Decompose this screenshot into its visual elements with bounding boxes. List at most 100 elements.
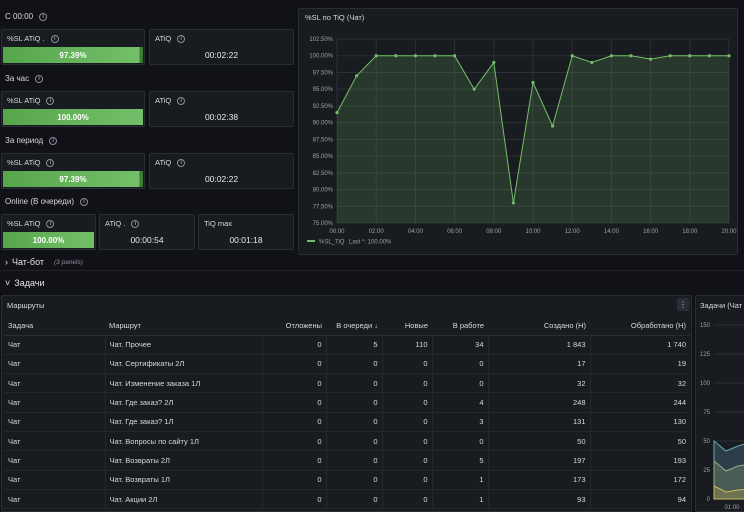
info-icon[interactable]: i xyxy=(39,12,48,21)
group-label-period: За период i xyxy=(5,136,58,145)
table-cell: 0 xyxy=(432,373,489,394)
table-cell: Чат. Где заказ? 1Л xyxy=(105,412,263,432)
tasks-area-chart[interactable]: 150 125 100 75 50 25 0 01:00 xyxy=(696,296,744,512)
data-point xyxy=(433,54,437,58)
routes-table-panel[interactable]: Маршруты ⋮ Задача Маршрут Отложены В оче… xyxy=(1,295,692,512)
stat-panel-atiq[interactable]: ATiQ i 00:02:22 xyxy=(149,29,294,65)
table-cell: 0 xyxy=(382,373,433,394)
table-cell: 0 xyxy=(326,373,383,394)
column-header-deferred[interactable]: Отложены xyxy=(262,317,326,336)
data-point xyxy=(629,54,633,58)
info-icon[interactable]: i xyxy=(177,158,186,167)
table-cell: 94 xyxy=(590,489,690,510)
y-tick-label: 97.50% xyxy=(313,70,334,76)
table-cell: 172 xyxy=(590,470,690,490)
column-header-processed[interactable]: Обработано (Н) xyxy=(590,317,690,336)
info-icon[interactable]: i xyxy=(79,197,88,206)
table-cell: 0 xyxy=(326,470,383,490)
stat-panel-sl-atiq[interactable]: %SL ATiQ . i 97.39% xyxy=(1,29,145,65)
table-cell: Чат xyxy=(4,373,106,394)
column-header-created[interactable]: Создано (Н) xyxy=(488,317,590,336)
data-point xyxy=(355,74,359,78)
column-header-in-queue[interactable]: В очереди ↓ xyxy=(326,317,382,336)
chart-title: %SL по TiQ (Чат) xyxy=(305,13,365,22)
table-cell: Чат. Возвраты 1Л xyxy=(105,470,263,490)
panel-menu-icon[interactable]: ⋮ xyxy=(677,298,689,311)
table-row[interactable]: Чат Чат. Где заказ? 1Л 0 0 0 3 131 130 xyxy=(4,412,690,432)
info-icon[interactable]: i xyxy=(131,219,140,228)
data-point xyxy=(472,87,476,91)
info-icon[interactable]: i xyxy=(50,34,59,43)
x-tick-label: 02:00 xyxy=(369,229,385,235)
info-icon[interactable]: i xyxy=(46,96,55,105)
x-tick-label: 20:00 xyxy=(721,229,737,235)
table-cell: 0 xyxy=(326,354,383,375)
data-point xyxy=(531,80,535,85)
x-tick-label: 08:00 xyxy=(486,229,502,235)
table-cell: 110 xyxy=(382,335,433,355)
group-label-since-midnight: С 00:00 i xyxy=(5,12,48,21)
data-point xyxy=(511,201,515,205)
table-cell: 0 xyxy=(262,373,327,394)
data-point xyxy=(727,54,731,58)
chevron-down-icon: ˅ xyxy=(5,278,11,288)
table-cell: Чат. Акции 2Л xyxy=(105,489,263,510)
table-row[interactable]: Чат Чат. Вопросы по сайту 1Л 0 0 0 0 50 50 xyxy=(4,431,690,452)
stat-panel-online-atiq[interactable]: ATiQ . i 00:00:54 xyxy=(99,214,195,250)
y-tick-label: 102.50% xyxy=(309,37,333,43)
stat-panel-atiq[interactable]: ATiQ i 00:02:22 xyxy=(149,153,294,189)
x-tick-label: 01:00 xyxy=(724,505,740,511)
stat-panel-tiq-max[interactable]: TiQ max 00:01:18 xyxy=(198,214,294,250)
stat-value: 97.39% xyxy=(59,50,87,60)
info-icon[interactable]: i xyxy=(49,136,58,145)
column-header-new[interactable]: Новые xyxy=(382,317,432,336)
table-row[interactable]: Чат Чат. Изменение заказа 1Л 0 0 0 0 32 32 xyxy=(4,373,690,394)
table-row[interactable]: Чат Чат. Возвраты 1Л 0 0 0 1 173 172 xyxy=(4,470,690,490)
table-cell: Чат. Сертификаты 2Л xyxy=(105,354,263,375)
table-cell: 50 xyxy=(590,431,690,452)
table-cell: 244 xyxy=(590,392,690,413)
sl-tiq-chart-panel[interactable]: %SL по TiQ (Чат) 75.00% 77.50% 80.00% 82.50… xyxy=(298,8,738,255)
panel-title: Задачи (Чат xyxy=(700,301,743,310)
y-tick-label: 85.00% xyxy=(313,154,334,160)
table-row[interactable]: Чат Чат. Где заказ? 2Л 0 0 0 4 248 244 xyxy=(4,392,690,413)
legend-last-value: Last *: 100.00% xyxy=(349,240,392,246)
chevron-right-icon: › xyxy=(5,257,8,267)
column-header-task[interactable]: Задача xyxy=(4,317,105,336)
column-header-in-work[interactable]: В работе xyxy=(432,317,488,336)
table-cell: Чат xyxy=(4,392,106,413)
table-cell: 32 xyxy=(590,373,690,394)
x-tick-label: 12:00 xyxy=(565,229,581,235)
table-row[interactable]: Чат Чат. Возвраты 2Л 0 0 0 5 197 193 xyxy=(4,450,690,471)
table-row[interactable]: Чат Чат. Сертификаты 2Л 0 0 0 0 17 19 xyxy=(4,354,690,375)
sl-progress-bar: 100.00% xyxy=(3,109,143,125)
row-toggle-tasks[interactable]: ˅ Задачи xyxy=(5,278,44,288)
sl-progress-bar: 100.00% xyxy=(3,232,94,248)
stat-value: 00:02:22 xyxy=(204,174,239,184)
column-header-route[interactable]: Маршрут xyxy=(105,317,262,336)
info-icon[interactable]: i xyxy=(46,219,55,228)
info-icon[interactable]: i xyxy=(35,74,44,83)
info-icon[interactable]: i xyxy=(177,34,186,43)
stat-panel-atiq[interactable]: ATiQ i 00:02:38 xyxy=(149,91,294,127)
info-icon[interactable]: i xyxy=(46,158,55,167)
table-cell: Чат xyxy=(4,412,106,432)
table-cell: 0 xyxy=(262,470,327,490)
table-cell: 4 xyxy=(432,392,489,413)
series-area xyxy=(337,55,729,224)
sl-line-chart[interactable]: 75.00% 77.50% 80.00% 82.50% 85.00% 87.50% 90.0… xyxy=(299,9,737,254)
info-icon[interactable]: i xyxy=(177,96,186,105)
table-cell: 19 xyxy=(590,354,690,375)
tasks-chart-panel[interactable]: Задачи (Чат 150 125 100 75 50 25 0 01:00 xyxy=(695,295,744,512)
row-toggle-chatbot[interactable]: › Чат-бот (3 panels) xyxy=(5,257,83,267)
table-cell: Чат. Где заказ? 2Л xyxy=(105,392,263,413)
table-cell: 1 843 xyxy=(488,335,591,355)
stat-panel-online-sl[interactable]: %SL ATiQ i 100.00% xyxy=(1,214,96,250)
table-row[interactable]: Чат Чат. Прочее 0 5 110 34 1 843 1 740 xyxy=(4,335,690,355)
table-row[interactable]: Чат Чат. Акции 2Л 0 0 0 1 93 94 xyxy=(4,489,690,510)
data-point xyxy=(668,54,672,58)
stat-panel-sl-atiq[interactable]: %SL ATiQ i 97.39% xyxy=(1,153,145,189)
stat-panel-sl-atiq[interactable]: %SL ATiQ i 100.00% xyxy=(1,91,145,127)
y-tick-label: 100 xyxy=(700,381,711,387)
sl-progress-bar: 97.39% xyxy=(3,47,143,63)
